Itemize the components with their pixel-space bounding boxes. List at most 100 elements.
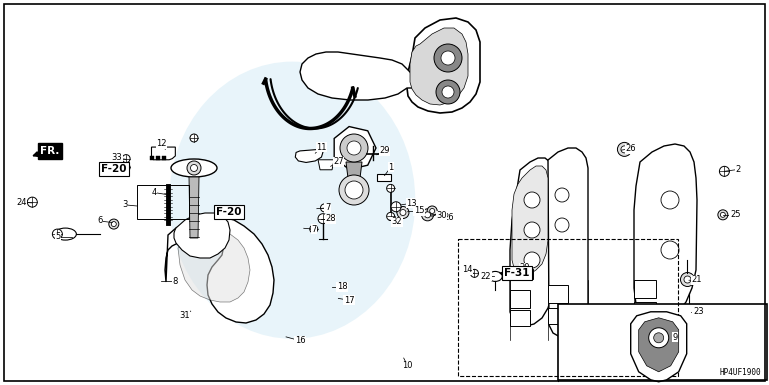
Text: 26: 26 [625,144,636,153]
Circle shape [649,328,669,348]
Text: 8: 8 [173,276,178,286]
Text: 2: 2 [736,165,741,174]
Circle shape [391,202,401,212]
Circle shape [339,175,369,205]
Circle shape [471,270,478,277]
Text: 19: 19 [110,162,121,172]
Circle shape [719,166,730,176]
Text: 11: 11 [316,142,327,152]
Circle shape [618,142,631,156]
Text: 16: 16 [295,336,305,345]
Circle shape [400,209,406,216]
Circle shape [436,80,460,104]
Bar [137,185,189,219]
Text: 7: 7 [311,224,316,234]
Polygon shape [407,18,480,113]
Circle shape [424,212,431,218]
Circle shape [27,197,38,207]
Circle shape [681,273,694,286]
Ellipse shape [55,228,76,240]
Circle shape [397,206,409,219]
Text: 1: 1 [388,163,393,172]
Circle shape [122,164,130,171]
Text: 32: 32 [391,217,402,226]
Bar [510,310,530,326]
Circle shape [430,209,434,213]
Polygon shape [512,166,548,274]
Circle shape [112,222,116,226]
Text: F-20: F-20 [101,164,127,174]
Circle shape [108,219,119,229]
Circle shape [555,188,569,202]
Polygon shape [335,127,376,169]
Bar [517,269,533,279]
Text: 4: 4 [151,188,156,197]
Text: 24: 24 [16,198,27,207]
Circle shape [621,146,628,153]
Text: 21: 21 [691,275,702,284]
Text: 22: 22 [481,272,491,281]
Circle shape [721,213,725,217]
Text: 15: 15 [414,206,424,216]
Circle shape [661,241,679,259]
Polygon shape [151,156,155,160]
Circle shape [524,222,540,238]
Polygon shape [295,149,323,162]
Text: 28: 28 [325,214,336,223]
Circle shape [427,206,438,216]
Text: HP4UF1900: HP4UF1900 [719,368,761,377]
Text: 23: 23 [693,307,704,316]
Text: 33: 33 [112,153,122,162]
Circle shape [318,214,328,224]
Circle shape [122,155,130,162]
Text: 13: 13 [406,199,417,208]
Polygon shape [377,174,391,181]
Circle shape [441,51,455,65]
Circle shape [345,181,363,199]
Circle shape [310,225,318,233]
Text: 17: 17 [344,296,355,305]
Bar [548,285,568,303]
Text: 14: 14 [462,265,473,274]
Bar [510,290,530,308]
Circle shape [434,44,462,72]
Circle shape [52,229,62,239]
Polygon shape [346,162,362,178]
Text: 25: 25 [730,210,741,219]
Polygon shape [318,160,334,170]
Circle shape [654,333,664,343]
Text: 5: 5 [55,232,60,241]
Polygon shape [510,158,554,326]
Polygon shape [162,156,166,160]
Circle shape [187,161,201,175]
Polygon shape [178,230,250,302]
Text: F-31: F-31 [504,268,530,278]
Polygon shape [189,177,199,238]
Text: F-20: F-20 [216,207,242,217]
Polygon shape [410,28,468,105]
Bar [558,304,767,380]
Text: 27: 27 [333,157,344,166]
Text: 30: 30 [436,211,447,220]
Polygon shape [548,148,588,338]
Circle shape [340,134,368,162]
Circle shape [421,209,434,221]
Text: 26: 26 [444,213,454,222]
Bar [458,239,678,376]
Text: 20: 20 [519,263,530,273]
Circle shape [661,191,679,209]
Text: 7: 7 [325,203,330,213]
Polygon shape [639,318,679,372]
Ellipse shape [169,62,415,339]
Circle shape [684,276,691,283]
Text: 9: 9 [673,333,677,342]
Circle shape [524,192,540,208]
Text: 6: 6 [98,216,102,226]
Polygon shape [634,144,697,320]
Circle shape [191,164,198,171]
Circle shape [387,213,394,220]
Circle shape [321,204,328,212]
Polygon shape [631,312,687,382]
Polygon shape [151,147,175,160]
Ellipse shape [171,159,217,177]
